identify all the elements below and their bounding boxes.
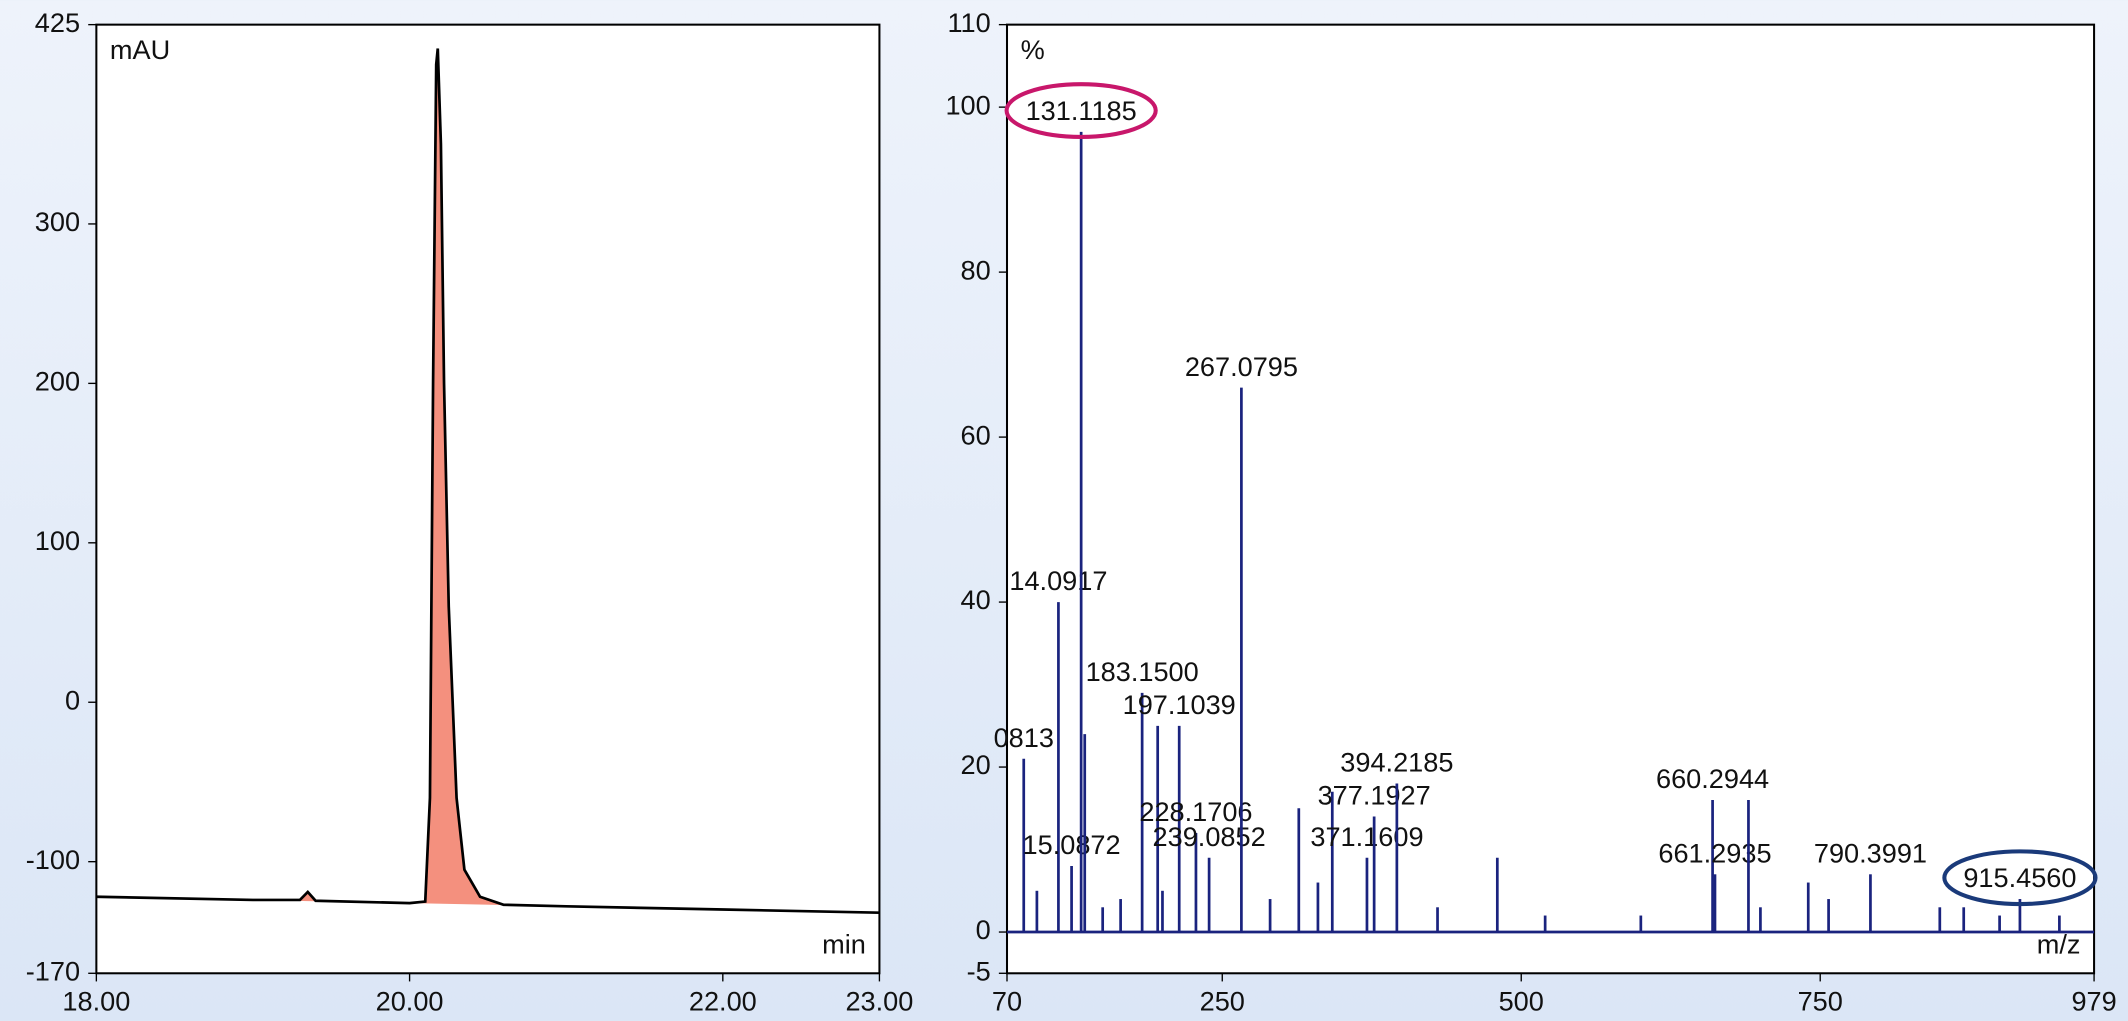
x-tick-label: 22.00 (689, 985, 757, 1016)
x-tick-label: 750 (1798, 985, 1843, 1016)
peak-label: 377.1927 (1318, 780, 1431, 811)
y-tick-label: 100 (35, 525, 80, 556)
y-tick-label: 300 (35, 206, 80, 237)
x-tick-label: 70 (992, 985, 1022, 1016)
peak-label: 660.2944 (1656, 763, 1769, 794)
x-tick-label: 500 (1499, 985, 1544, 1016)
x-tick-label: 250 (1200, 985, 1245, 1016)
peak-label: 394.2185 (1340, 747, 1453, 778)
y-tick-label: -5 (967, 955, 991, 986)
x-unit-label: min (822, 928, 866, 959)
x-unit-label: m/z (2037, 928, 2081, 959)
peak-label: 790.3991 (1814, 837, 1927, 868)
y-tick-label: 80 (961, 254, 991, 285)
peak-label: 228.1706 (1139, 796, 1252, 827)
trace-line (96, 48, 880, 915)
x-tick-label: 23.00 (845, 985, 913, 1016)
peak-label: 15.0872 (1023, 829, 1121, 860)
highlight-circle (1004, 82, 1158, 139)
y-tick-label: 40 (961, 584, 991, 615)
y-unit-label: % (1021, 34, 1045, 65)
peak-label: 14.0917 (1009, 565, 1107, 596)
y-tick-label: -170 (26, 955, 80, 986)
x-tick-label: 18.00 (62, 985, 130, 1016)
peak-label: 915.4560 (1963, 862, 2076, 893)
peak-label: 131.1185 (1026, 95, 1137, 126)
y-tick-label: 0 (976, 914, 991, 945)
y-tick-label: -100 (26, 844, 80, 875)
y-tick-label: 20 (961, 749, 991, 780)
y-tick-label: 60 (961, 419, 991, 450)
y-tick-label: 200 (35, 366, 80, 397)
x-tick-label: 979 (2071, 985, 2116, 1016)
y-tick-label: 0 (65, 684, 80, 715)
peak-label: 371.1609 (1310, 821, 1423, 852)
peak-label: 183.1500 (1086, 656, 1199, 687)
peak-label: 267.0795 (1185, 351, 1298, 382)
peak-label: 661.2935 (1658, 837, 1771, 868)
peak-label: 197.1039 (1123, 689, 1236, 720)
plot-area (95, 23, 881, 975)
y-unit-label: mAU (110, 34, 170, 65)
peak-label: 239.0852 (1153, 821, 1266, 852)
plot-area (1005, 23, 2096, 975)
x-tick-label: 20.00 (376, 985, 444, 1016)
peak-label: 0813 (994, 722, 1054, 753)
y-tick-label: 110 (947, 7, 990, 38)
y-tick-label: 425 (35, 7, 80, 38)
y-tick-label: 100 (945, 89, 990, 120)
highlight-circle (1942, 849, 2098, 907)
